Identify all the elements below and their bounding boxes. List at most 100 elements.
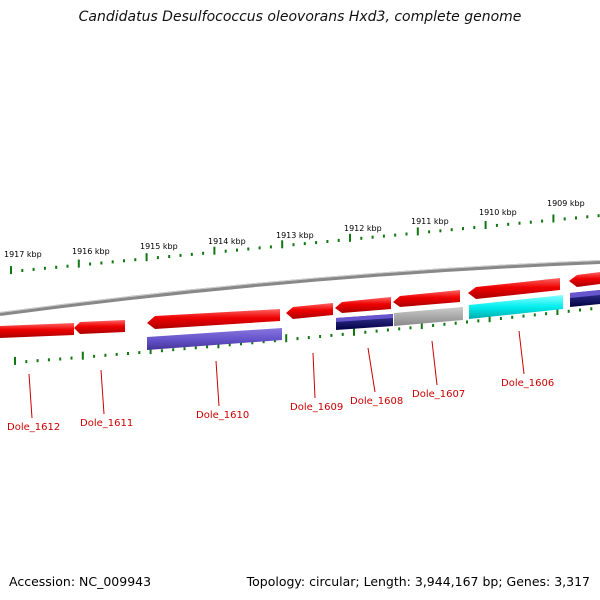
gene-bar-cyan[interactable] (469, 295, 563, 319)
minor-tick (100, 261, 103, 265)
minor-tick (21, 269, 24, 272)
minor-tick (93, 354, 96, 358)
minor-tick (386, 328, 389, 332)
minor-tick (160, 349, 163, 353)
gene-label[interactable]: Dole_1611 (80, 418, 133, 429)
lower-scale-ticks (14, 307, 593, 365)
minor-tick (575, 216, 577, 220)
minor-tick (337, 238, 340, 242)
minor-tick (247, 247, 250, 251)
gene-label[interactable]: Dole_1606 (501, 378, 554, 389)
minor-tick (307, 336, 310, 340)
minor-tick (545, 312, 548, 316)
gene-arrow[interactable] (0, 323, 74, 338)
minor-tick (511, 315, 514, 319)
major-tick (145, 253, 148, 262)
major-tick (556, 307, 559, 315)
minor-tick (567, 309, 570, 313)
accession-label: Accession: NC_009943 (9, 574, 152, 589)
minor-tick (89, 262, 92, 266)
major-tick (149, 346, 152, 355)
minor-tick (319, 335, 322, 338)
minor-tick (228, 343, 231, 347)
leader-line (28, 373, 33, 419)
minor-tick (70, 356, 73, 360)
minor-tick (466, 320, 468, 324)
major-tick (81, 351, 84, 360)
scale-label: 1909 kbp (547, 199, 585, 208)
minor-tick (47, 358, 50, 362)
minor-tick (563, 217, 566, 221)
major-tick (420, 321, 423, 330)
gene-labels: Dole_1612 Dole_1611 Dole_1610 Dole_1609 … (7, 378, 554, 433)
gene-arrow[interactable] (74, 320, 125, 334)
gene-label[interactable]: Dole_1609 (290, 402, 343, 413)
minor-tick (269, 245, 272, 249)
major-tick (416, 227, 419, 236)
gene-arrow[interactable] (393, 290, 460, 307)
major-tick (285, 334, 288, 343)
minor-tick (123, 259, 125, 263)
minor-tick (597, 214, 600, 218)
gene-label[interactable]: Dole_1610 (196, 410, 249, 421)
gene-label[interactable]: Dole_1607 (412, 389, 465, 400)
minor-tick (194, 346, 197, 350)
scale-labels: 1917 kbp 1916 kbp 1915 kbp 1914 kbp 1913… (4, 199, 585, 259)
gene-bar-blue[interactable] (147, 328, 282, 350)
minor-tick (179, 253, 182, 257)
leader-line (100, 369, 105, 415)
minor-tick (518, 221, 521, 225)
gene-arrow[interactable] (569, 272, 600, 287)
minor-tick (172, 348, 175, 352)
gene-bar-gray[interactable] (394, 307, 463, 326)
minor-tick (273, 339, 276, 343)
minor-tick (579, 308, 581, 312)
minor-tick (66, 264, 69, 268)
minor-tick (586, 215, 589, 219)
gene-arrow[interactable] (147, 309, 280, 329)
minor-tick (428, 230, 431, 234)
scale-label: 1915 kbp (140, 242, 178, 251)
minor-tick (477, 319, 480, 323)
major-tick (281, 240, 284, 249)
minor-tick (262, 340, 265, 344)
minor-tick (43, 266, 46, 270)
minor-tick (364, 330, 367, 334)
minor-tick (375, 329, 378, 333)
minor-tick (439, 229, 442, 233)
scale-label: 1912 kbp (344, 224, 382, 233)
minor-tick (533, 313, 536, 317)
minor-tick (206, 345, 209, 349)
scale-ticks (10, 214, 600, 275)
scale-label: 1910 kbp (479, 208, 517, 217)
gene-arrow[interactable] (468, 278, 560, 299)
genome-backbone (0, 260, 600, 316)
gene-bar-blue-top[interactable] (570, 290, 600, 298)
gene-arrow[interactable] (335, 297, 391, 313)
minor-tick (371, 235, 374, 239)
minor-tick (529, 220, 532, 224)
gene-label[interactable]: Dole_1612 (7, 422, 60, 433)
scale-label: 1913 kbp (276, 231, 314, 240)
minor-tick (251, 341, 254, 345)
minor-tick (409, 326, 412, 330)
minor-tick (341, 332, 344, 336)
gene-arrow[interactable] (286, 303, 333, 319)
genome-backbone-highlight (0, 260, 600, 313)
minor-tick (499, 317, 502, 320)
minor-tick (55, 265, 58, 269)
minor-tick (127, 352, 129, 355)
minor-tick (115, 352, 118, 356)
gene-label[interactable]: Dole_1608 (350, 396, 403, 407)
gene-bar-blue-top[interactable] (336, 314, 393, 322)
minor-tick (104, 353, 107, 357)
minor-tick (330, 333, 333, 337)
genome-title: Candidatus Desulfococcus oleovorans Hxd3… (78, 9, 522, 25)
major-tick (77, 259, 80, 268)
major-tick (349, 233, 351, 242)
leader-line (215, 360, 220, 407)
leader-line (312, 352, 316, 399)
minor-tick (590, 307, 593, 311)
minor-tick (168, 255, 171, 258)
